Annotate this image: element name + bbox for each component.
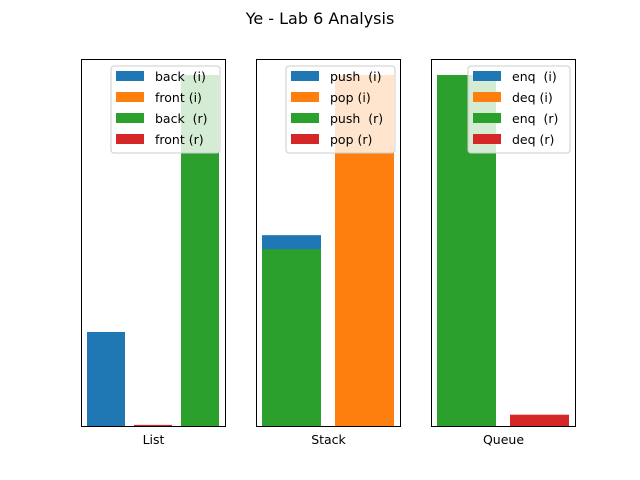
legend-swatch-1-1: [291, 92, 319, 102]
bar-0-0: [87, 331, 125, 427]
x-axis-label-1: Stack: [311, 432, 346, 447]
legend-box-0: [110, 65, 221, 154]
legend-label-1-0: push (i): [330, 69, 381, 84]
legend-label-0-1: front (i): [155, 90, 202, 105]
legend-box-1: [285, 65, 396, 154]
legend-box-2: [467, 65, 571, 154]
legend-label-0-3: front (r): [155, 132, 204, 147]
legend-label-1-3: pop (r): [330, 132, 372, 147]
panel-1: Stack push (i) pop (i) push (r) pop (r): [256, 59, 401, 447]
legend-0: back (i) front (i) back (r) front (r): [110, 65, 221, 154]
legend-label-0-0: back (i): [155, 69, 206, 84]
legend-2: enq (i) deq (i) enq (r) deq (r): [467, 65, 571, 154]
panel-2: Queue enq (i) deq (i) enq (r) deq (r): [431, 59, 576, 447]
bar-2-3: [510, 414, 569, 427]
legend-swatch-0-3: [116, 134, 144, 144]
legend-swatch-0-2: [116, 113, 144, 123]
x-axis-label-2: Queue: [483, 432, 524, 447]
x-axis-label-0: List: [143, 432, 165, 447]
bar-0-3: [134, 424, 172, 427]
legend-swatch-1-0: [291, 71, 319, 81]
legend-swatch-1-2: [291, 113, 319, 123]
legend-swatch-2-1: [473, 92, 501, 102]
legend-1: push (i) pop (i) push (r) pop (r): [285, 65, 396, 154]
legend-label-1-2: push (r): [330, 111, 383, 126]
legend-swatch-1-3: [291, 134, 319, 144]
legend-label-2-2: enq (r): [512, 111, 558, 126]
legend-swatch-2-2: [473, 113, 501, 123]
legend-swatch-2-3: [473, 134, 501, 144]
bar-1-2: [262, 249, 321, 427]
chart-title: Ye - Lab 6 Analysis: [245, 9, 395, 28]
axes-frame-2: [431, 59, 576, 427]
panel-0: List back (i) front (i) back (r) front (r): [81, 59, 226, 447]
legend-swatch-2-0: [473, 71, 501, 81]
legend-swatch-0-0: [116, 71, 144, 81]
axes-frame-1: [256, 59, 401, 427]
legend-swatch-0-1: [116, 92, 144, 102]
legend-label-2-1: deq (i): [512, 90, 553, 105]
legend-label-2-3: deq (r): [512, 132, 554, 147]
legend-label-2-0: enq (i): [512, 69, 557, 84]
legend-label-0-2: back (r): [155, 111, 208, 126]
legend-label-1-1: pop (i): [330, 90, 371, 105]
axes-frame-0: [81, 59, 226, 427]
